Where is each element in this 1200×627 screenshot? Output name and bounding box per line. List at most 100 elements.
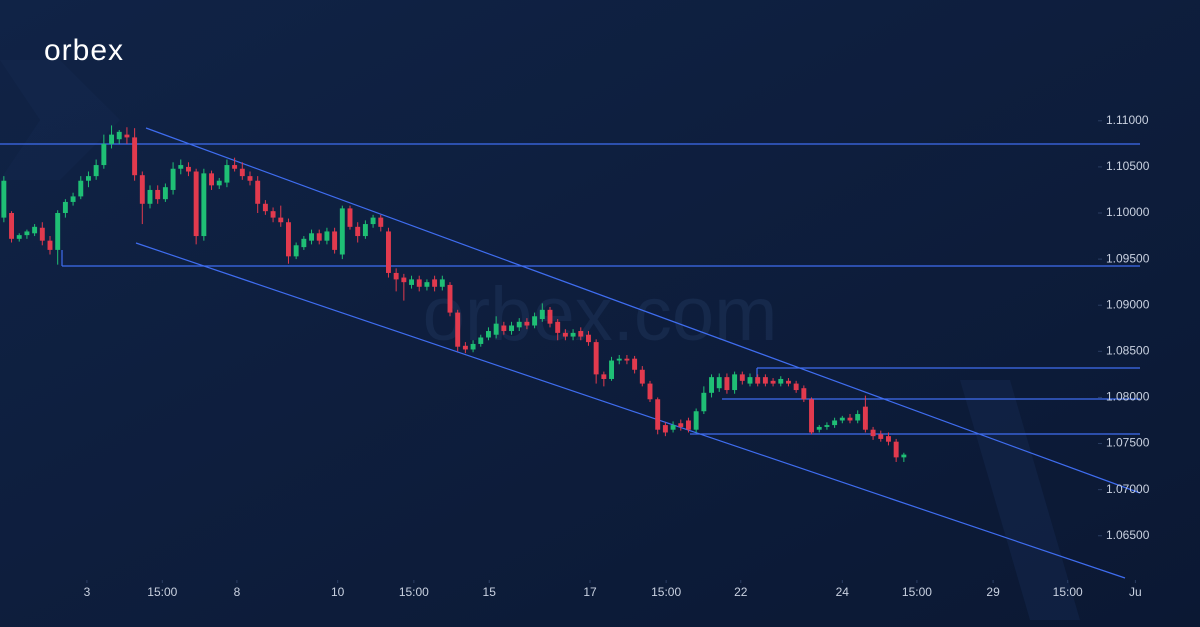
candle-body (16, 235, 22, 239)
candle-body (409, 279, 414, 285)
candle-body (462, 345, 468, 350)
candle-body (455, 312, 461, 347)
candle-body (809, 399, 814, 433)
candle-body (78, 180, 84, 197)
x-tick-label: 15:00 (147, 585, 177, 599)
candle-body (339, 208, 345, 255)
candle-body (232, 165, 238, 169)
candle-body (593, 342, 599, 375)
candle-body (893, 441, 899, 458)
candle-body (609, 360, 614, 379)
candle-body (501, 325, 507, 332)
candle-body (193, 171, 199, 237)
candle-body (32, 226, 38, 234)
candle-body (247, 176, 253, 181)
candle-body (70, 196, 76, 202)
candle-body (224, 165, 230, 183)
x-tick-label: 24 (836, 585, 850, 599)
candle-body (662, 425, 668, 433)
candle-body (847, 417, 853, 421)
candle-body (670, 425, 676, 430)
candle-body (486, 331, 491, 338)
candle-body (347, 208, 353, 227)
candle-body (216, 180, 222, 186)
candle-body (324, 231, 330, 241)
x-tick-label: 3 (84, 585, 91, 599)
candle-body (886, 436, 891, 442)
candle-body (170, 168, 176, 190)
candle-body (124, 134, 130, 138)
candle-body (109, 134, 114, 144)
candle-body (401, 277, 407, 283)
candle-body (209, 173, 214, 186)
candle-body (655, 399, 661, 430)
candle-body (147, 189, 153, 204)
candle-body (178, 165, 184, 169)
candle-body (39, 227, 45, 241)
y-tick-label: 1.10500 (1106, 159, 1150, 173)
candle-body (432, 279, 438, 287)
candle-body (393, 272, 399, 280)
candle-body (793, 383, 799, 391)
candle-body (270, 211, 276, 218)
candle-body (732, 374, 738, 391)
candle-body (578, 331, 584, 337)
candle-body (416, 279, 422, 287)
candle-body (532, 316, 538, 326)
trend-line (135, 242, 1126, 579)
candle-body (678, 423, 684, 427)
candle-body (86, 176, 91, 181)
candle-body (870, 429, 876, 437)
candle-body (601, 374, 607, 379)
candle-body (693, 411, 699, 430)
candle-body (201, 173, 207, 237)
y-tick-label: 1.09000 (1106, 297, 1150, 311)
x-tick-label: 15:00 (902, 585, 932, 599)
candle-body (562, 332, 568, 337)
candle-body (386, 231, 391, 273)
candle-body (709, 377, 714, 393)
candle-body (616, 358, 622, 361)
x-tick-label: 15:00 (1053, 585, 1083, 599)
brand-logo: orbex (44, 34, 124, 67)
candle-body (755, 377, 761, 384)
x-tick-label: 15:00 (399, 585, 429, 599)
candle-body (639, 369, 645, 384)
candle-body (855, 414, 861, 421)
candle-body (832, 420, 838, 426)
x-tick-label: 22 (734, 585, 748, 599)
candle-body (162, 187, 168, 200)
watermark: orbex.com (423, 272, 778, 357)
candle-body (701, 392, 707, 412)
decor-shape (960, 380, 1080, 620)
y-tick-label: 1.06500 (1106, 528, 1150, 542)
candle-body (186, 166, 191, 172)
candle-body (362, 224, 368, 237)
candle-body (762, 377, 768, 384)
y-tick-label: 1.07500 (1106, 436, 1150, 450)
candle-body (632, 358, 638, 370)
x-tick-label: 15:00 (651, 585, 681, 599)
candle-body (770, 380, 776, 384)
y-tick-label: 1.10000 (1106, 205, 1150, 219)
candle-body (516, 321, 522, 328)
candle-body (801, 388, 807, 400)
candle-body (447, 284, 453, 313)
candle-body (816, 426, 822, 430)
candle-body (155, 189, 161, 200)
candle-body (293, 245, 299, 257)
candle-body (262, 203, 268, 212)
x-tick-label: 10 (331, 585, 345, 599)
candle-body (1, 180, 7, 218)
candle-body (470, 343, 476, 350)
candle-body (586, 334, 591, 343)
candle-body (309, 233, 314, 241)
candle-body (62, 201, 68, 214)
candle-body (278, 217, 284, 223)
candle-body (55, 213, 61, 250)
candle-body (355, 226, 361, 237)
candle-body (301, 238, 307, 248)
x-tick-label: 29 (986, 585, 1000, 599)
y-tick-label: 1.09500 (1106, 251, 1150, 265)
